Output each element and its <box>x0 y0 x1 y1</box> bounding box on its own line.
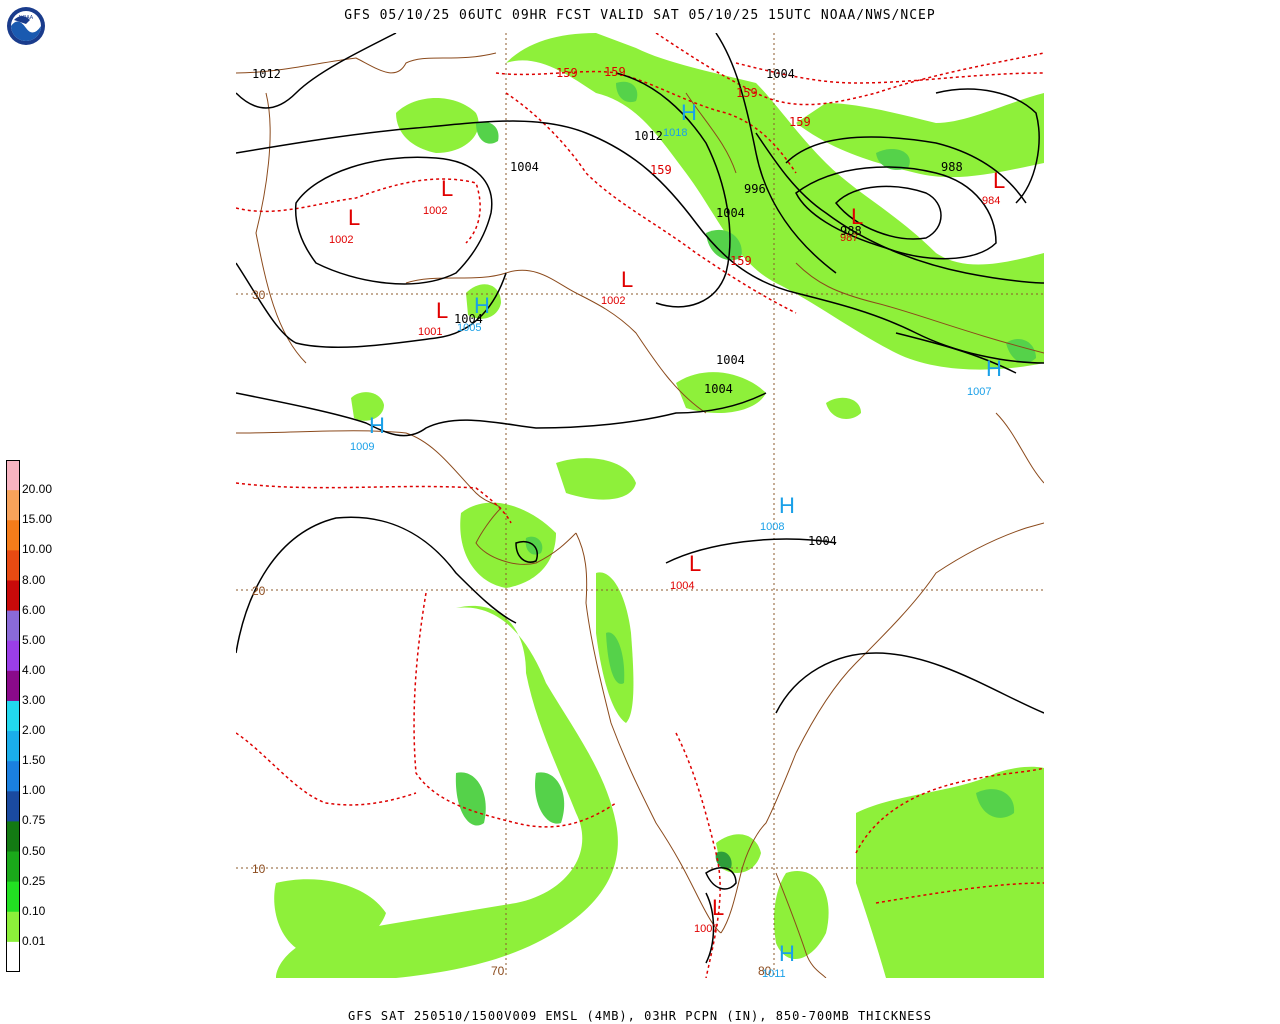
thickness-label: 159 <box>789 115 811 129</box>
legend-swatch <box>6 640 20 672</box>
legend-label: 2.00 <box>22 723 46 738</box>
high-center-value: 1008 <box>760 521 784 533</box>
isobar-label: 988 <box>941 160 963 174</box>
legend-swatch <box>6 460 20 491</box>
legend-label: 3.00 <box>22 692 46 707</box>
isobar-label: 1004 <box>766 67 795 81</box>
high-center-value: 1009 <box>350 441 374 453</box>
low-center-value: 1004 <box>670 580 694 592</box>
precip-areas <box>274 33 1044 978</box>
isobar-label: 1004 <box>510 160 539 174</box>
high-center-letter: H <box>986 356 1002 381</box>
legend-swatch <box>6 761 20 792</box>
legend-label: 0.75 <box>22 813 46 828</box>
legend-swatch <box>6 851 20 883</box>
legend-swatch <box>6 821 20 853</box>
boundaries <box>236 52 1044 978</box>
high-center-value: 1018 <box>663 127 687 139</box>
legend-label: 4.00 <box>22 662 46 677</box>
legend-swatch <box>6 610 20 642</box>
low-center-value: 984 <box>982 195 1000 207</box>
isobar-label: 1012 <box>252 67 281 81</box>
lat-label-20: 20 <box>252 584 266 598</box>
lat-label-30: 30 <box>252 288 266 302</box>
legend-label: 8.00 <box>22 572 46 587</box>
high-center-letter: H <box>779 941 795 966</box>
high-center-value: 1007 <box>967 386 991 398</box>
low-center-letter: L <box>621 267 633 292</box>
legend-swatch <box>6 670 20 702</box>
noaa-logo-icon: NOAA <box>7 7 45 45</box>
thickness-labels: 159 159 159 159 159 159 <box>556 65 811 268</box>
logo-text: NOAA <box>19 15 34 21</box>
legend-swatch <box>6 941 20 972</box>
legend-label: 15.00 <box>22 512 53 527</box>
lon-label-70: 70 <box>491 964 505 978</box>
low-center-letter: L <box>348 205 360 230</box>
high-center-letter: H <box>474 293 490 318</box>
precip-legend-bar <box>6 460 20 972</box>
legend-swatch <box>6 911 20 943</box>
lat-label-10: 10 <box>252 862 266 876</box>
low-center-letter: L <box>993 168 1005 193</box>
high-center-letter: H <box>779 493 795 518</box>
legend-swatch <box>6 520 20 551</box>
legend-label: 6.00 <box>22 602 46 617</box>
legend-swatch <box>6 731 20 762</box>
chart-title: GFS 05/10/25 06UTC 09HR FCST VALID SAT 0… <box>344 8 936 23</box>
chart-caption: GFS SAT 250510/1500V009 EMSL (4MB), 03HR… <box>348 1009 932 1023</box>
legend-label: 0.01 <box>22 933 46 948</box>
high-center-value: 1005 <box>457 322 481 334</box>
legend-label: 1.00 <box>22 783 46 798</box>
weather-map: 30 20 10 70 80 L 1002 L 1002 L 1001 L 10… <box>236 33 1044 978</box>
legend-label: 0.50 <box>22 843 46 858</box>
low-center-letter: L <box>712 895 724 920</box>
low-center-value: 1002 <box>329 234 353 246</box>
isobar-label: 1004 <box>716 353 745 367</box>
legend-swatch <box>6 700 20 732</box>
low-center-value: 1002 <box>423 205 447 217</box>
pressure-centers: L 1002 L 1002 L 1001 L 1002 L 987 L 984 … <box>329 100 1005 978</box>
thickness-label: 159 <box>604 65 626 79</box>
legend-label: 10.00 <box>22 542 53 557</box>
low-center-letter: L <box>441 176 453 201</box>
isobar-label: 1004 <box>808 534 837 548</box>
isobar-labels: 1012 1004 1012 1004 1004 1004 1004 996 9… <box>252 67 963 548</box>
isobar-label: 1012 <box>634 129 663 143</box>
low-center-letter: L <box>851 204 863 229</box>
isobar-label: 996 <box>744 182 766 196</box>
legend-label: 5.00 <box>22 632 46 647</box>
low-center-letter: L <box>436 298 448 323</box>
isobar-label: 1004 <box>716 206 745 220</box>
legend-swatch <box>6 550 20 581</box>
low-center-value: 1002 <box>601 295 625 307</box>
high-center-letter: H <box>681 100 697 125</box>
isobar-label: 988 <box>840 224 862 238</box>
legend-label: 0.10 <box>22 903 46 918</box>
thickness-label: 159 <box>730 254 752 268</box>
isobar-label: 1004 <box>454 312 483 326</box>
legend-label: 20.00 <box>22 482 53 497</box>
legend-swatch <box>6 490 20 521</box>
legend-label: 1.50 <box>22 753 46 768</box>
legend-label: 0.25 <box>22 873 46 888</box>
isobar-contours <box>236 33 1044 964</box>
low-center-value: 1007 <box>694 923 718 935</box>
low-center-value: 987 <box>840 232 858 244</box>
thickness-label: 159 <box>736 86 758 100</box>
low-center-letter: L <box>689 551 701 576</box>
low-center-value: 1001 <box>418 326 442 338</box>
thickness-label: 159 <box>556 66 578 80</box>
isobar-label: 1004 <box>704 382 733 396</box>
legend-swatch <box>6 791 20 822</box>
high-center-letter: H <box>369 413 385 438</box>
lon-label-80: 80 <box>758 964 772 978</box>
legend-swatch <box>6 881 20 913</box>
thickness-contours <box>236 33 1044 978</box>
high-center-value: 1011 <box>762 968 786 978</box>
thickness-label: 159 <box>650 163 672 177</box>
legend-swatch <box>6 580 20 612</box>
